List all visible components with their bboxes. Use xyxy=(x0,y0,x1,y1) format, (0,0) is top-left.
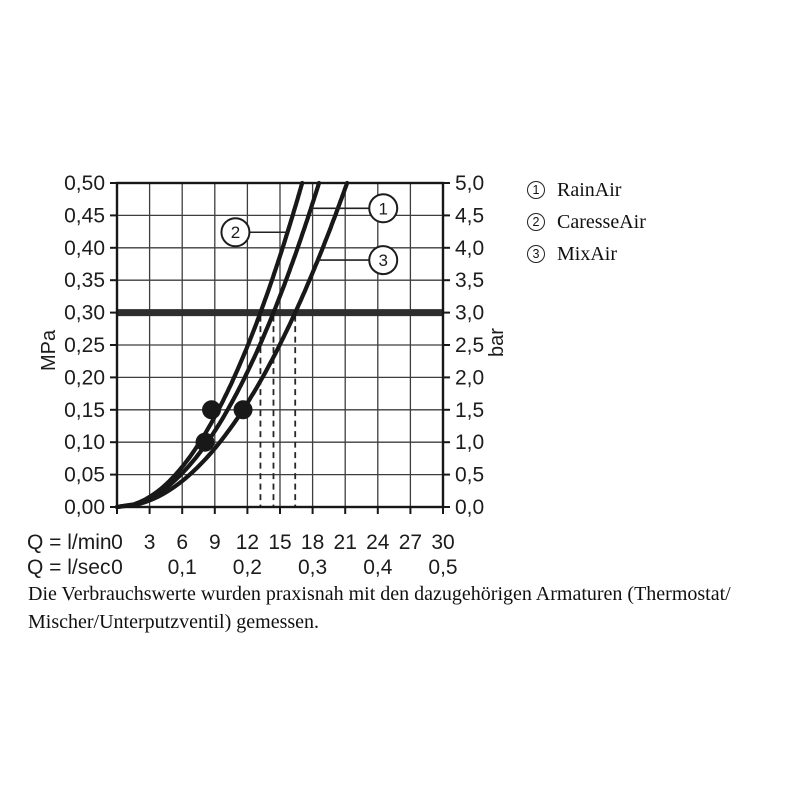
chart-legend: 1 RainAir 2 CaresseAir 3 MixAir xyxy=(527,174,646,270)
y-axis-left-tick-label: 0,40 xyxy=(64,237,105,260)
caption-line-1: Die Verbrauchswerte wurden praxisnah mit… xyxy=(28,583,731,605)
y-axis-right-tick-label: 4,0 xyxy=(455,237,484,260)
y-axis-right-title: bar xyxy=(486,328,508,357)
y-axis-right-tick-label: 4,5 xyxy=(455,204,484,227)
x-axis-lsec-tick-label: 0,2 xyxy=(233,556,262,579)
x-axis-lsec-row-label: Q = l/sec xyxy=(27,556,110,579)
y-axis-right-tick-label: 0,0 xyxy=(455,496,484,519)
callout-number-mixair: 3 xyxy=(378,251,387,270)
y-axis-right-tick-label: 1,0 xyxy=(455,431,484,454)
x-axis-lmin-tick-label: 15 xyxy=(268,531,291,554)
x-axis-lsec-tick-label: 0,4 xyxy=(363,556,393,579)
x-axis-lsec-tick-label: 0,5 xyxy=(428,556,457,579)
legend-label-caresseair: CaresseAir xyxy=(557,210,646,233)
callout-number-rainair: 1 xyxy=(378,199,387,218)
x-axis-lsec-tick-label: 0,1 xyxy=(168,556,197,579)
legend-circled-number-2: 2 xyxy=(527,213,545,231)
y-axis-right-tick-label: 1,5 xyxy=(455,399,484,422)
y-axis-left-tick-label: 0,05 xyxy=(64,464,105,487)
y-axis-left-tick-label: 0,35 xyxy=(64,269,105,292)
x-axis-lmin-tick-label: 24 xyxy=(366,531,390,554)
x-axis-lmin-tick-label: 12 xyxy=(236,531,259,554)
legend-label-mixair: MixAir xyxy=(557,242,617,265)
y-axis-right-tick-label: 3,0 xyxy=(455,302,484,325)
x-axis-lmin-tick-label: 30 xyxy=(431,531,454,554)
legend-item-caresseair: 2 CaresseAir xyxy=(527,206,646,238)
callout-number-caresseair: 2 xyxy=(231,223,240,242)
x-axis-lmin-tick-label: 27 xyxy=(399,531,422,554)
y-axis-left-tick-label: 0,10 xyxy=(64,431,105,454)
x-axis-lsec-tick-label: 0,3 xyxy=(298,556,327,579)
y-axis-right-tick-label: 2,5 xyxy=(455,334,484,357)
y-axis-right-tick-label: 0,5 xyxy=(455,464,484,487)
y-axis-right-tick-label: 3,5 xyxy=(455,269,484,292)
callout-circle-mixair xyxy=(368,245,399,276)
callout-circle-rainair xyxy=(368,193,399,224)
curve-caresseair xyxy=(114,180,305,510)
caption: Die Verbrauchswerte wurden praxisnah mit… xyxy=(28,580,788,636)
x-axis-lmin-tick-label: 18 xyxy=(301,531,324,554)
curve-mixair xyxy=(114,180,350,510)
y-axis-right-tick-label: 5,0 xyxy=(455,172,484,195)
y-axis-left-tick-label: 0,45 xyxy=(64,204,105,227)
marker-dot-caresseair xyxy=(202,400,222,420)
x-axis-lmin-tick-label: 21 xyxy=(334,531,357,554)
curve-rainair xyxy=(114,180,322,510)
y-axis-left-tick-label: 0,30 xyxy=(64,302,105,325)
legend-item-rainair: 1 RainAir xyxy=(527,174,646,206)
x-axis-lmin-tick-label: 3 xyxy=(144,531,156,554)
x-axis-lmin-tick-label: 9 xyxy=(209,531,221,554)
y-axis-right-tick-label: 2,0 xyxy=(455,366,484,389)
y-axis-left-tick-label: 0,20 xyxy=(64,366,105,389)
y-axis-left-tick-label: 0,25 xyxy=(64,334,105,357)
x-axis-lmin-tick-label: 6 xyxy=(176,531,188,554)
x-axis-lmin-tick-label: 0 xyxy=(111,531,123,554)
legend-label-rainair: RainAir xyxy=(557,178,622,201)
legend-circled-number-1: 1 xyxy=(527,181,545,199)
callout-circle-caresseair xyxy=(220,217,251,248)
caption-line-2: Mischer/Unterputzventil) gemessen. xyxy=(28,611,320,633)
marker-dot-mixair xyxy=(233,400,253,420)
y-axis-left-tick-label: 0,50 xyxy=(64,172,105,195)
legend-item-mixair: 3 MixAir xyxy=(527,238,646,270)
marker-dot-rainair xyxy=(195,432,215,452)
legend-circled-number-3: 3 xyxy=(527,245,545,263)
plot-frame xyxy=(115,181,445,509)
y-axis-left-title: MPa xyxy=(38,329,60,371)
y-axis-left-tick-label: 0,15 xyxy=(64,399,105,422)
y-axis-left-tick-label: 0,00 xyxy=(64,496,105,519)
x-axis-lmin-row-label: Q = l/min xyxy=(27,531,112,554)
x-axis-lsec-tick-label: 0 xyxy=(111,556,123,579)
